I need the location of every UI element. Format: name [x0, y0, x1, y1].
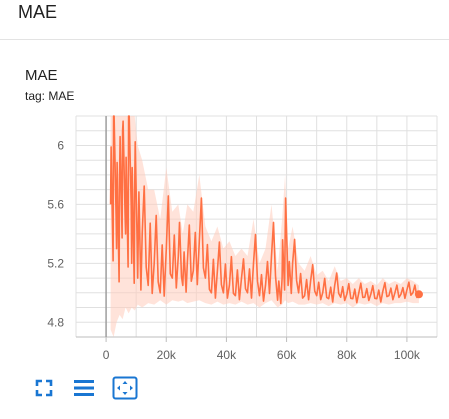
- fit-domain-icon: [112, 376, 138, 400]
- toggle-data-icon: [74, 380, 94, 396]
- card-title: MAE: [25, 67, 58, 84]
- toggle-data-button[interactable]: [72, 376, 96, 400]
- x-tick-label: 0: [103, 348, 110, 362]
- y-tick-label: 4.8: [47, 315, 64, 329]
- fit-domain-button[interactable]: [112, 376, 138, 400]
- x-tick-label: 60k: [277, 348, 297, 362]
- x-tick-label: 40k: [217, 348, 237, 362]
- fullscreen-button[interactable]: [32, 376, 56, 400]
- section-header: MAE: [0, 0, 449, 40]
- series-last-point: [414, 290, 423, 299]
- y-tick-label: 6: [57, 138, 64, 152]
- section-title: MAE: [18, 2, 58, 22]
- card-tag: tag: MAE: [25, 89, 75, 103]
- y-tick-label: 5.2: [47, 256, 64, 270]
- fullscreen-icon: [35, 379, 53, 397]
- y-tick-label: 5.6: [47, 197, 64, 211]
- x-tick-label: 20k: [157, 348, 177, 362]
- series-line: [109, 115, 420, 305]
- series-raw-band: [110, 116, 419, 337]
- x-tick-label: 80k: [337, 348, 357, 362]
- x-tick-label: 100k: [394, 348, 421, 362]
